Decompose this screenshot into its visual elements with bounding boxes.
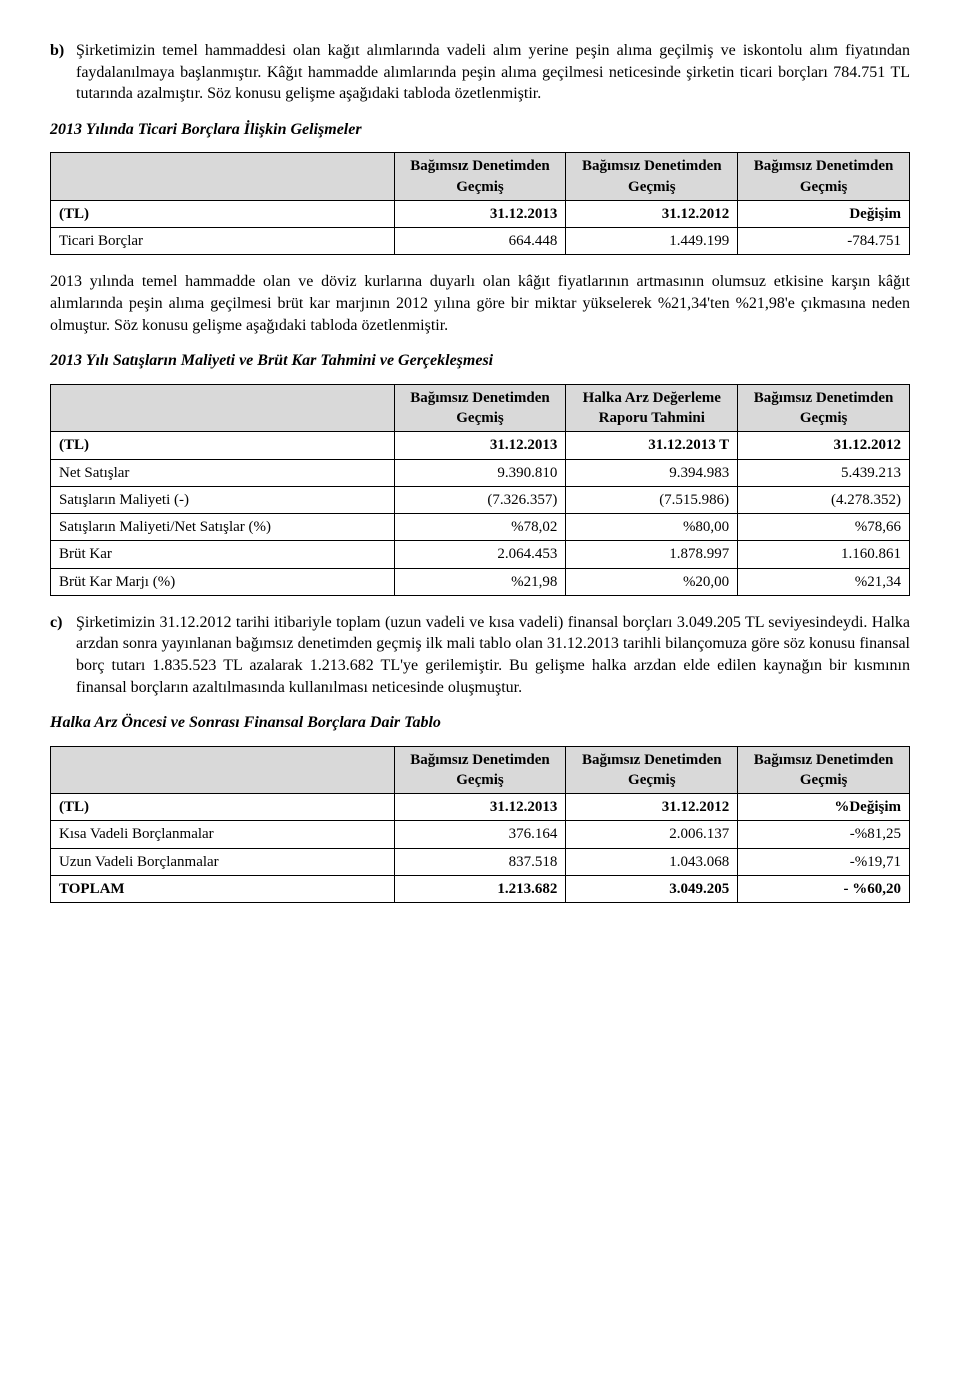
table2-row-label: Brüt Kar: [51, 541, 395, 568]
table2-col-date2: 31.12.2013 T: [566, 432, 738, 459]
table2-col-date3: 31.12.2012: [738, 432, 910, 459]
table3-row-label: Uzun Vadeli Borçlanmalar: [51, 848, 395, 875]
table3-hdr-blank: [51, 746, 395, 794]
table2-cell: 9.394.983: [566, 459, 738, 486]
table2-cell: %78,02: [394, 514, 566, 541]
table2-hdr-blank: [51, 384, 395, 432]
table2-data-row: Satışların Maliyeti/Net Satışlar (%)%78,…: [51, 514, 910, 541]
table3-cell: -%81,25: [738, 821, 910, 848]
table3-row-label: Kısa Vadeli Borçlanmalar: [51, 821, 395, 848]
table2-cell: %80,00: [566, 514, 738, 541]
table1-col-date1: 31.12.2013: [394, 200, 566, 227]
table3-col-date3: %Değişim: [738, 794, 910, 821]
table1-hdr-c2: Bağımsız Denetimden Geçmiş: [566, 153, 738, 201]
table3-total-label: TOPLAM: [51, 875, 395, 902]
table2-date-row: (TL) 31.12.2013 31.12.2013 T 31.12.2012: [51, 432, 910, 459]
table3-hdr-c3: Bağımsız Denetimden Geçmiş: [738, 746, 910, 794]
table2-col-date1: 31.12.2013: [394, 432, 566, 459]
table2-cell: 9.390.810: [394, 459, 566, 486]
table2-row-label: Satışların Maliyeti (-): [51, 486, 395, 513]
table3-cell: -%19,71: [738, 848, 910, 875]
table3-hdr-c2: Bağımsız Denetimden Geçmiş: [566, 746, 738, 794]
table2-cell: 2.064.453: [394, 541, 566, 568]
table2-cell: 1.878.997: [566, 541, 738, 568]
table1-data-row: Ticari Borçlar 664.448 1.449.199 -784.75…: [51, 228, 910, 255]
table2-cell: %21,98: [394, 568, 566, 595]
table1-row1-v1: 664.448: [394, 228, 566, 255]
table1-tl-label: (TL): [51, 200, 395, 227]
table2-cell: (4.278.352): [738, 486, 910, 513]
table2-row-label: Brüt Kar Marjı (%): [51, 568, 395, 595]
table2-cell: (7.515.986): [566, 486, 738, 513]
table2-header-row: Bağımsız Denetimden Geçmiş Halka Arz Değ…: [51, 384, 910, 432]
table3-cell: 376.164: [394, 821, 566, 848]
list-marker-c: c): [50, 612, 76, 698]
table1-header-row: Bağımsız Denetimden Geçmiş Bağımsız Dene…: [51, 153, 910, 201]
table2-cell: %21,34: [738, 568, 910, 595]
table3-hdr-c1: Bağımsız Denetimden Geçmiş: [394, 746, 566, 794]
list-body-b: Şirketimizin temel hammaddesi olan kağıt…: [76, 40, 910, 105]
list-item-c: c) Şirketimizin 31.12.2012 tarihi itibar…: [50, 612, 910, 698]
table3-data-row: Kısa Vadeli Borçlanmalar376.1642.006.137…: [51, 821, 910, 848]
table2-title: 2013 Yılı Satışların Maliyeti ve Brüt Ka…: [50, 350, 910, 372]
table1-row1-label: Ticari Borçlar: [51, 228, 395, 255]
table2-row-label: Net Satışlar: [51, 459, 395, 486]
table3-cell: 2.006.137: [566, 821, 738, 848]
table2-cell: 1.160.861: [738, 541, 910, 568]
list-item-b: b) Şirketimizin temel hammaddesi olan ka…: [50, 40, 910, 105]
table3-tl-label: (TL): [51, 794, 395, 821]
table2-hdr-c1: Bağımsız Denetimden Geçmiş: [394, 384, 566, 432]
list-marker-b: b): [50, 40, 76, 105]
table3-col-date2: 31.12.2012: [566, 794, 738, 821]
table-brut-kar: Bağımsız Denetimden Geçmiş Halka Arz Değ…: [50, 384, 910, 596]
table3-data-row: Uzun Vadeli Borçlanmalar837.5181.043.068…: [51, 848, 910, 875]
table1-hdr-c3: Bağımsız Denetimden Geçmiş: [738, 153, 910, 201]
table3-title: Halka Arz Öncesi ve Sonrası Finansal Bor…: [50, 712, 910, 734]
list-body-c: Şirketimizin 31.12.2012 tarihi itibariyl…: [76, 612, 910, 698]
table1-date-row: (TL) 31.12.2013 31.12.2012 Değişim: [51, 200, 910, 227]
table3-total-v3: - %60,20: [738, 875, 910, 902]
table3-col-date1: 31.12.2013: [394, 794, 566, 821]
table1-hdr-blank: [51, 153, 395, 201]
table1-row1-v3: -784.751: [738, 228, 910, 255]
table2-hdr-c2: Halka Arz Değerleme Raporu Tahmini: [566, 384, 738, 432]
table2-data-row: Net Satışlar9.390.8109.394.9835.439.213: [51, 459, 910, 486]
table2-cell: (7.326.357): [394, 486, 566, 513]
table1-hdr-c1: Bağımsız Denetimden Geçmiş: [394, 153, 566, 201]
table2-data-row: Brüt Kar Marjı (%)%21,98%20,00%21,34: [51, 568, 910, 595]
table2-data-row: Satışların Maliyeti (-)(7.326.357)(7.515…: [51, 486, 910, 513]
table1-title: 2013 Yılında Ticari Borçlara İlişkin Gel…: [50, 119, 910, 141]
mid-paragraph: 2013 yılında temel hammadde olan ve dövi…: [50, 271, 910, 336]
table2-hdr-c3: Bağımsız Denetimden Geçmiş: [738, 384, 910, 432]
table2-tl-label: (TL): [51, 432, 395, 459]
table3-cell: 1.043.068: [566, 848, 738, 875]
table2-row-label: Satışların Maliyeti/Net Satışlar (%): [51, 514, 395, 541]
table2-cell: %20,00: [566, 568, 738, 595]
table-ticari-borclar: Bağımsız Denetimden Geçmiş Bağımsız Dene…: [50, 152, 910, 255]
table2-data-row: Brüt Kar2.064.4531.878.9971.160.861: [51, 541, 910, 568]
table3-date-row: (TL) 31.12.2013 31.12.2012 %Değişim: [51, 794, 910, 821]
table-finansal-borclar: Bağımsız Denetimden Geçmiş Bağımsız Dene…: [50, 746, 910, 904]
table3-header-row: Bağımsız Denetimden Geçmiş Bağımsız Dene…: [51, 746, 910, 794]
table3-total-v1: 1.213.682: [394, 875, 566, 902]
table1-col-date3: Değişim: [738, 200, 910, 227]
table1-row1-v2: 1.449.199: [566, 228, 738, 255]
table3-cell: 837.518: [394, 848, 566, 875]
table2-cell: %78,66: [738, 514, 910, 541]
table3-total-v2: 3.049.205: [566, 875, 738, 902]
table3-total-row: TOPLAM 1.213.682 3.049.205 - %60,20: [51, 875, 910, 902]
table1-col-date2: 31.12.2012: [566, 200, 738, 227]
table2-cell: 5.439.213: [738, 459, 910, 486]
